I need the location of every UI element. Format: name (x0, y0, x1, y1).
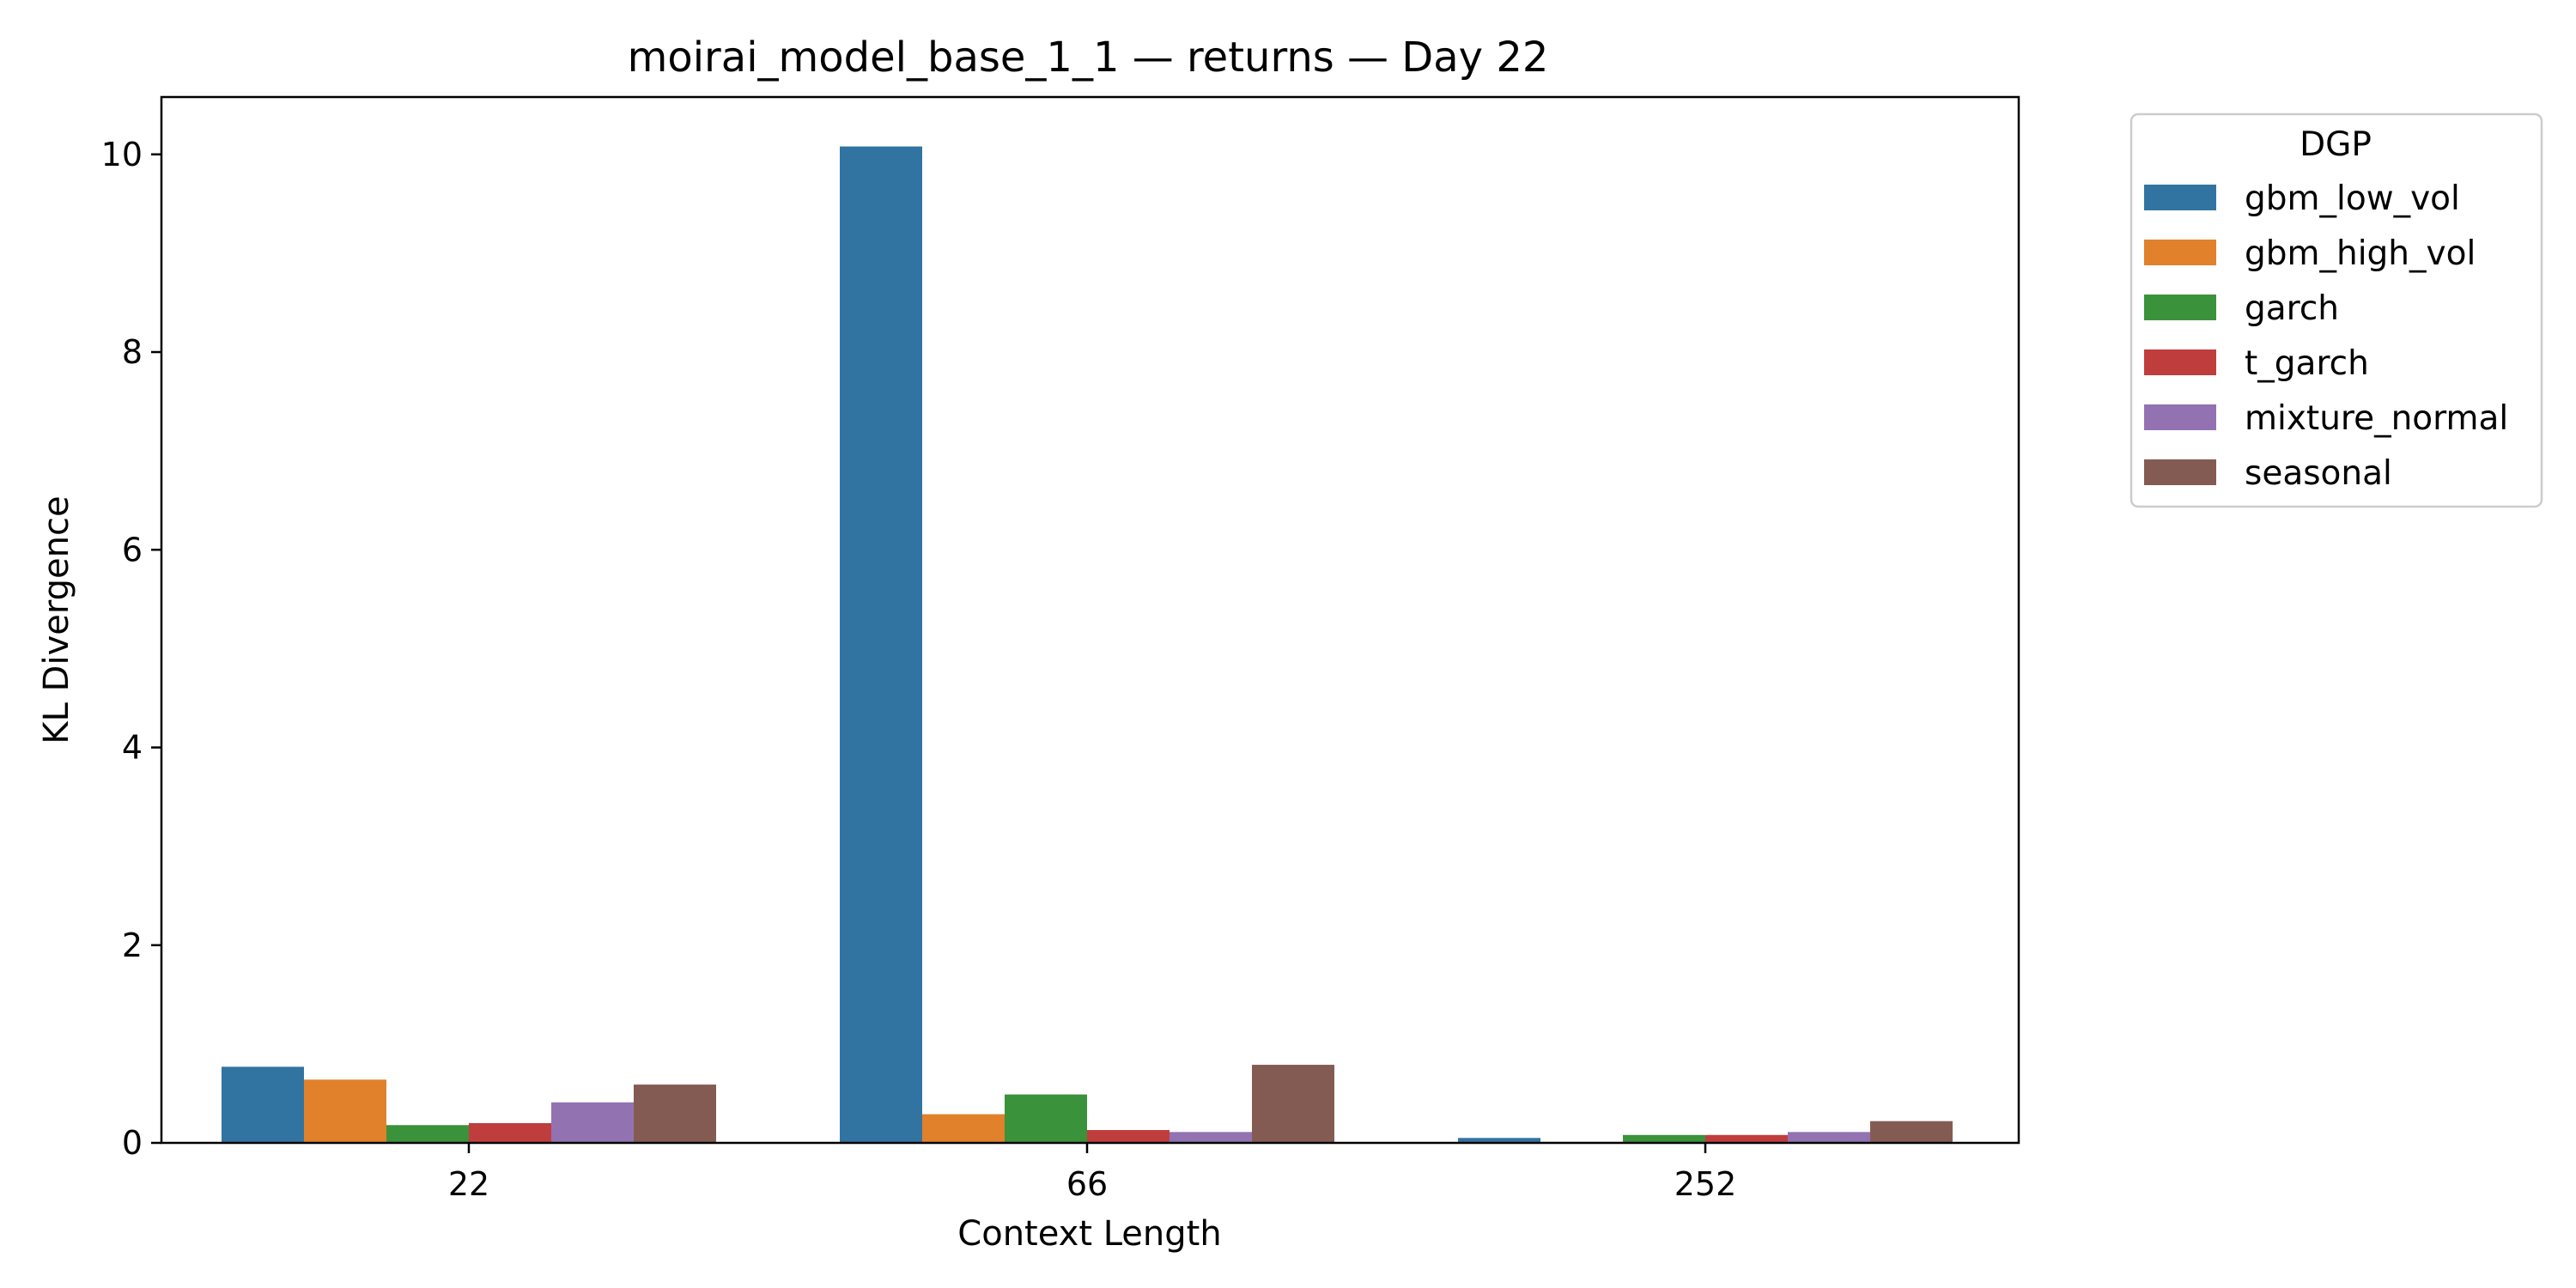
bars-layer (222, 146, 1953, 1144)
bar-garch-252 (1623, 1134, 1705, 1143)
y-tick-label: 6 (122, 531, 143, 568)
legend-swatch-garch (2144, 295, 2216, 320)
bar-seasonal-22 (634, 1084, 716, 1143)
x-tick-label: 252 (1674, 1165, 1737, 1203)
bar-garch-66 (1005, 1094, 1087, 1143)
bar-gbm_low_vol-22 (222, 1066, 304, 1143)
legend-swatch-gbm_low_vol (2144, 185, 2216, 210)
legend-frame (2129, 112, 2543, 508)
y-tick-label: 2 (122, 927, 143, 964)
bar-mixture_normal-252 (1788, 1132, 1870, 1143)
legend-label-mixture_normal: mixture_normal (2245, 399, 2508, 438)
chart-title: moirai_model_base_1_1 — returns — Day 22 (628, 33, 1549, 82)
legend-swatch-seasonal (2144, 459, 2216, 485)
x-axis-label: Context Length (957, 1214, 1221, 1254)
legend-label-gbm_low_vol: gbm_low_vol (2245, 179, 2460, 218)
bar-t_garch-22 (469, 1122, 551, 1143)
legend-label-garch: garch (2245, 289, 2339, 328)
bar-gbm_high_vol-66 (922, 1114, 1005, 1143)
bar-t_garch-66 (1087, 1130, 1170, 1143)
legend-label-gbm_high_vol: gbm_high_vol (2245, 234, 2476, 273)
y-tick-label: 8 (122, 333, 143, 371)
legend-swatch-t_garch (2144, 349, 2216, 375)
legend-label-t_garch: t_garch (2245, 344, 2369, 383)
bar-garch-22 (386, 1125, 469, 1143)
bar-t_garch-252 (1705, 1134, 1788, 1143)
y-axis-label: KL Divergence (37, 495, 76, 744)
y-tick-label: 4 (122, 729, 143, 767)
legend-title: DGP (2300, 125, 2372, 164)
bar-mixture_normal-22 (551, 1102, 634, 1143)
legend-swatch-mixture_normal (2144, 404, 2216, 430)
y-tick-label: 10 (101, 136, 143, 173)
bar-seasonal-66 (1252, 1065, 1334, 1143)
legend-swatch-gbm_high_vol (2144, 240, 2216, 265)
x-tick-label: 66 (1066, 1165, 1108, 1203)
bar-mixture_normal-66 (1170, 1132, 1252, 1143)
bar-seasonal-252 (1870, 1121, 1953, 1143)
bar-gbm_high_vol-22 (304, 1079, 386, 1143)
plot-frame (160, 95, 2020, 1145)
x-tick-label: 22 (448, 1165, 489, 1203)
x-axis: 22 66 252 (448, 1143, 1736, 1203)
bar-gbm_low_vol-252 (1458, 1138, 1540, 1143)
legend-label-seasonal: seasonal (2245, 454, 2392, 493)
bar-gbm_low_vol-66 (840, 146, 922, 1144)
y-tick-label: 0 (122, 1124, 143, 1162)
y-axis: 0 2 4 6 8 10 (101, 136, 161, 1162)
